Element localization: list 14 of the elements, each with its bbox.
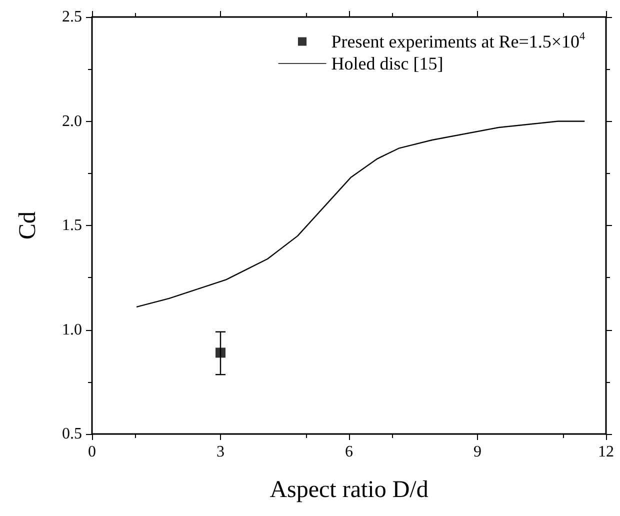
y-tick-label: 2.0 — [62, 112, 82, 130]
y-tick-label: 1.5 — [62, 217, 82, 234]
x-axis-title: Aspect ratio D/d — [270, 477, 428, 503]
x-tick-label: 3 — [216, 444, 224, 460]
line-series — [136, 120, 585, 308]
legend-label: Holed disc [15] — [331, 54, 444, 74]
y-tick-label: 0.5 — [62, 426, 82, 442]
x-tick-label: 6 — [345, 444, 353, 460]
x-tick-label: 0 — [88, 444, 96, 460]
x-tick-label: 12 — [598, 444, 614, 460]
y-tick-label: 1.0 — [62, 321, 82, 338]
x-tick-label: 9 — [474, 444, 482, 460]
y-tick-label: 2.5 — [62, 8, 82, 26]
y-axis-title: Cd — [15, 211, 41, 240]
